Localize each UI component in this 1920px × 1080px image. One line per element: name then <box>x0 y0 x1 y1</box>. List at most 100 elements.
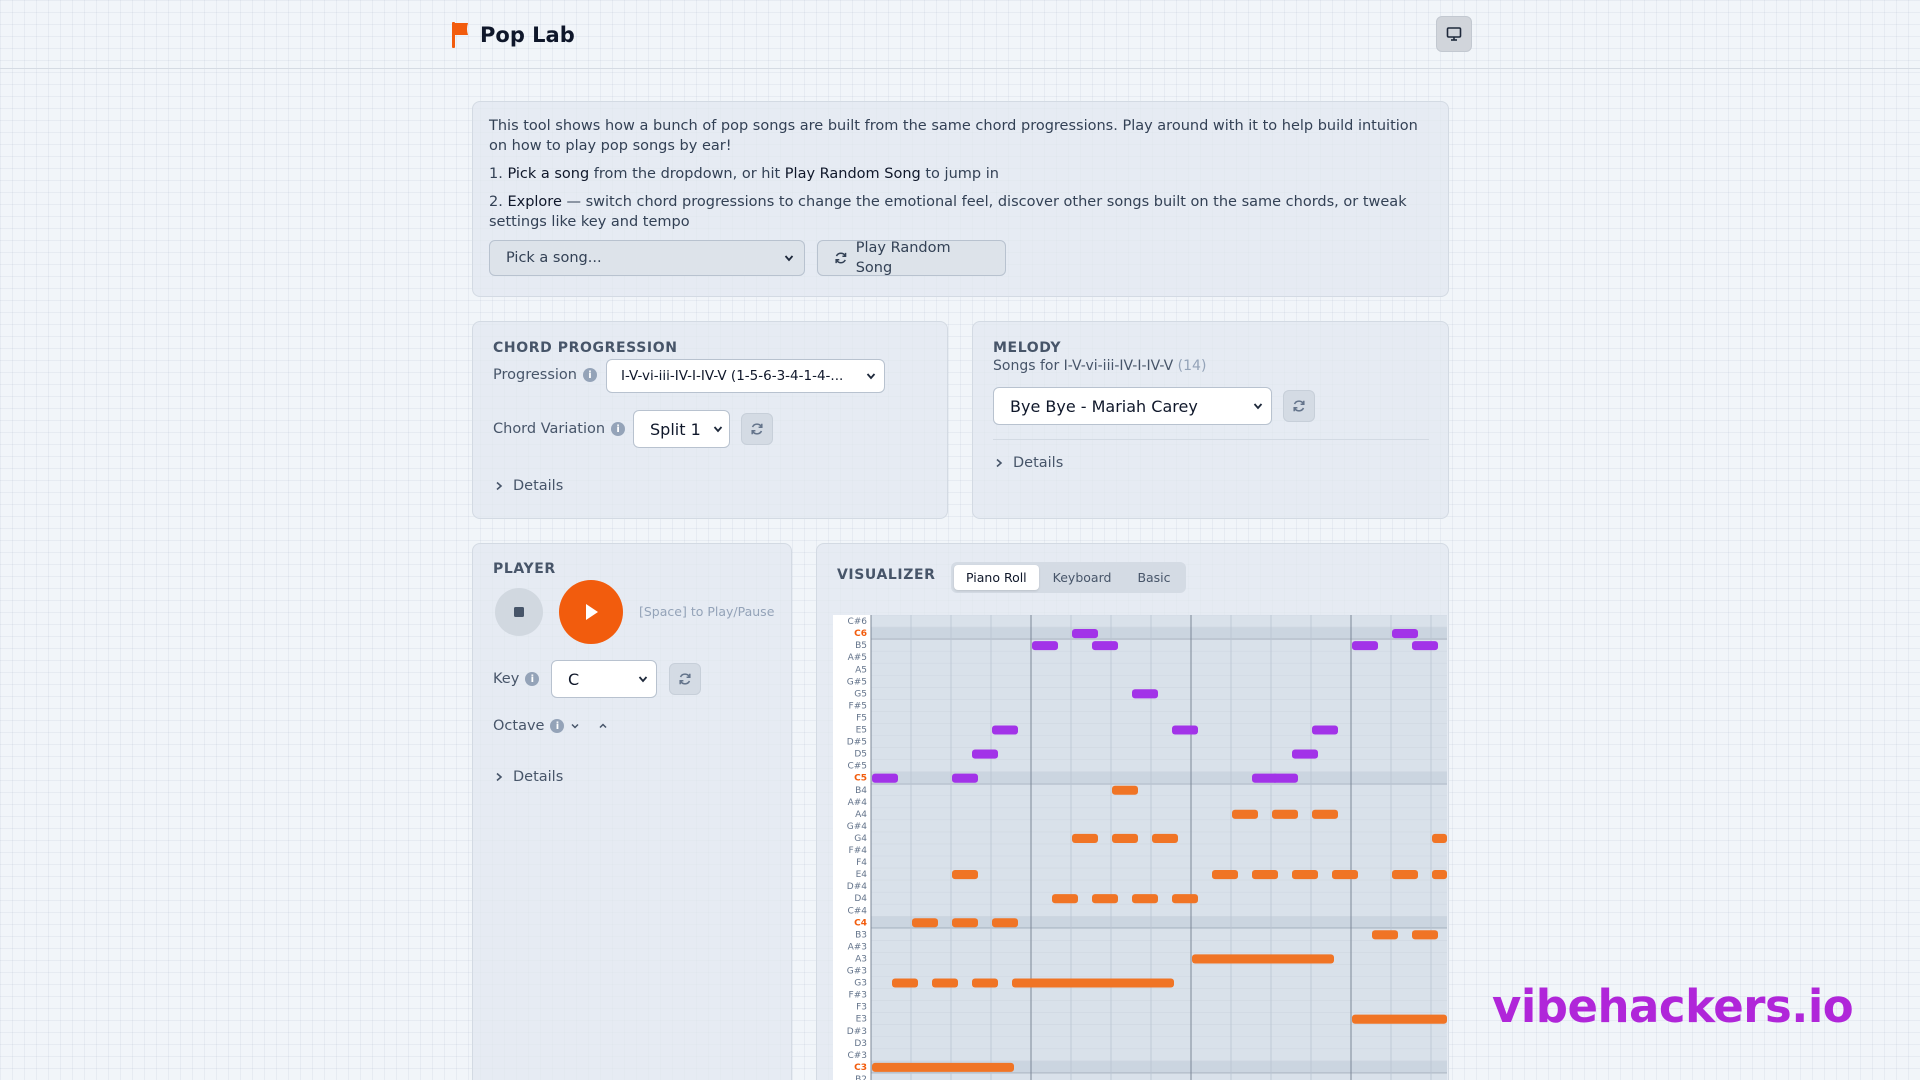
chord-note[interactable] <box>1212 870 1238 880</box>
melody-details-toggle[interactable]: Details <box>995 455 1063 471</box>
melody-note[interactable] <box>872 773 898 783</box>
chord-note[interactable] <box>1292 870 1318 880</box>
chord-details-toggle[interactable]: Details <box>495 478 563 494</box>
melody-note[interactable] <box>1072 629 1098 639</box>
key-select[interactable]: C <box>551 660 657 698</box>
randomize-melody-button[interactable] <box>1283 390 1315 422</box>
play-pause-hint: [Space] to Play/Pause <box>639 604 775 619</box>
c-row-highlight <box>871 627 1447 640</box>
randomize-variation-button[interactable] <box>741 413 773 445</box>
octave-up-icon[interactable] <box>598 721 608 731</box>
melody-note[interactable] <box>1412 641 1438 651</box>
melody-note[interactable] <box>1092 641 1118 651</box>
visualizer-title: VISUALIZER <box>837 567 936 583</box>
pitch-label: G4 <box>854 834 867 844</box>
info-icon[interactable]: i <box>582 368 597 382</box>
info-icon[interactable]: i <box>525 672 540 686</box>
melody-note[interactable] <box>972 749 998 759</box>
melody-note[interactable] <box>1032 641 1058 651</box>
chord-note[interactable] <box>1072 833 1098 843</box>
brand[interactable]: Pop Lab <box>450 20 575 50</box>
stop-button[interactable] <box>495 588 543 636</box>
chevron-right-icon <box>496 481 503 491</box>
bass-note[interactable] <box>892 978 918 988</box>
chord-note[interactable] <box>1332 870 1358 880</box>
step-number: 2. <box>489 194 503 210</box>
bass-note[interactable] <box>1032 978 1174 988</box>
randomize-key-button[interactable] <box>669 663 701 695</box>
melody-note[interactable] <box>1352 641 1378 651</box>
pitch-label: D4 <box>854 894 867 904</box>
visualizer-tabs: Piano Roll Keyboard Basic <box>951 562 1186 593</box>
chord-note[interactable] <box>1272 809 1298 819</box>
progression-select[interactable]: I-V-vi-iii-IV-I-IV-V (1-5-6-3-4-1-4-... <box>606 359 885 393</box>
tab-piano-roll[interactable]: Piano Roll <box>954 565 1039 590</box>
piano-roll[interactable]: C#6 C6 B5 A#5 A5 G#5 G5 F#5 F5 E5 D#5 D5 C#5 C5 B4 A#4 A… <box>833 615 1447 1080</box>
song-select[interactable]: Pick a song... <box>489 240 805 276</box>
info-icon[interactable]: i <box>611 422 626 436</box>
info-icon[interactable]: i <box>550 719 565 733</box>
melody-note[interactable] <box>1272 773 1298 783</box>
melody-note[interactable] <box>1172 725 1198 735</box>
melody-note[interactable] <box>992 725 1018 735</box>
melody-note[interactable] <box>1312 725 1338 735</box>
melody-details-label: Details <box>1013 455 1064 471</box>
tab-basic[interactable]: Basic <box>1137 570 1171 585</box>
pitch-label: C#6 <box>847 617 867 627</box>
tab-keyboard[interactable]: Keyboard <box>1052 570 1112 585</box>
melody-note[interactable] <box>1132 689 1158 699</box>
melody-song-select[interactable]: Bye Bye - Mariah Carey <box>993 387 1272 425</box>
bass-note[interactable] <box>872 1062 1014 1072</box>
melody-note[interactable] <box>1292 749 1318 759</box>
octave-down-icon[interactable] <box>570 721 580 731</box>
chord-note[interactable] <box>992 918 1018 928</box>
bass-note[interactable] <box>1352 1014 1447 1024</box>
pitch-label: C#4 <box>847 906 867 916</box>
player-title: PLAYER <box>493 561 556 577</box>
chord-note[interactable] <box>1052 894 1078 904</box>
chord-note[interactable] <box>1092 894 1118 904</box>
chevron-down-icon <box>866 373 876 380</box>
chord-note[interactable] <box>952 918 978 928</box>
chord-note[interactable] <box>1252 870 1278 880</box>
melody-note[interactable] <box>952 773 978 783</box>
bass-note[interactable] <box>1192 954 1334 964</box>
bass-note[interactable] <box>972 978 998 988</box>
chord-variation-label-text: Chord Variation <box>493 421 606 437</box>
chevron-right-icon <box>996 458 1003 468</box>
chord-note[interactable] <box>1392 870 1418 880</box>
melody-song-value: Bye Bye - Mariah Carey <box>1010 396 1198 416</box>
refresh-icon <box>835 252 847 264</box>
chord-note[interactable] <box>1132 894 1158 904</box>
chord-note[interactable] <box>1112 785 1138 795</box>
bass-note[interactable] <box>1012 978 1038 988</box>
play-random-song-button[interactable]: Play Random Song <box>817 240 1006 276</box>
melody-note[interactable] <box>1252 773 1278 783</box>
chord-note[interactable] <box>1412 930 1438 940</box>
step-strong: Explore <box>507 194 562 210</box>
key-label-text: Key <box>493 671 520 687</box>
chord-note[interactable] <box>1112 833 1138 843</box>
chevron-right-icon <box>496 772 503 782</box>
songs-for-label: Songs for I-V-vi-iii-IV-I-IV-V (14) <box>993 358 1206 374</box>
refresh-icon <box>1293 400 1305 412</box>
step-text: to jump in <box>920 166 999 182</box>
chevron-down-icon <box>638 676 648 683</box>
player-details-toggle[interactable]: Details <box>495 769 563 785</box>
melody-note[interactable] <box>1392 629 1418 639</box>
pitch-label: D#5 <box>847 738 867 748</box>
chord-note[interactable] <box>1172 894 1198 904</box>
chord-note[interactable] <box>952 870 978 880</box>
chord-note[interactable] <box>1432 833 1447 843</box>
chord-note[interactable] <box>1152 833 1178 843</box>
play-button[interactable] <box>559 580 623 644</box>
chord-note[interactable] <box>912 918 938 928</box>
visualizer-card: VISUALIZER Piano Roll Keyboard Basic C#6… <box>816 543 1449 1080</box>
chord-note[interactable] <box>1372 930 1398 940</box>
display-mode-button[interactable] <box>1436 16 1472 52</box>
chord-note[interactable] <box>1312 809 1338 819</box>
chord-variation-select[interactable]: Split 1 <box>633 410 730 448</box>
bass-note[interactable] <box>932 978 958 988</box>
chord-note[interactable] <box>1432 870 1447 880</box>
chord-note[interactable] <box>1232 809 1258 819</box>
